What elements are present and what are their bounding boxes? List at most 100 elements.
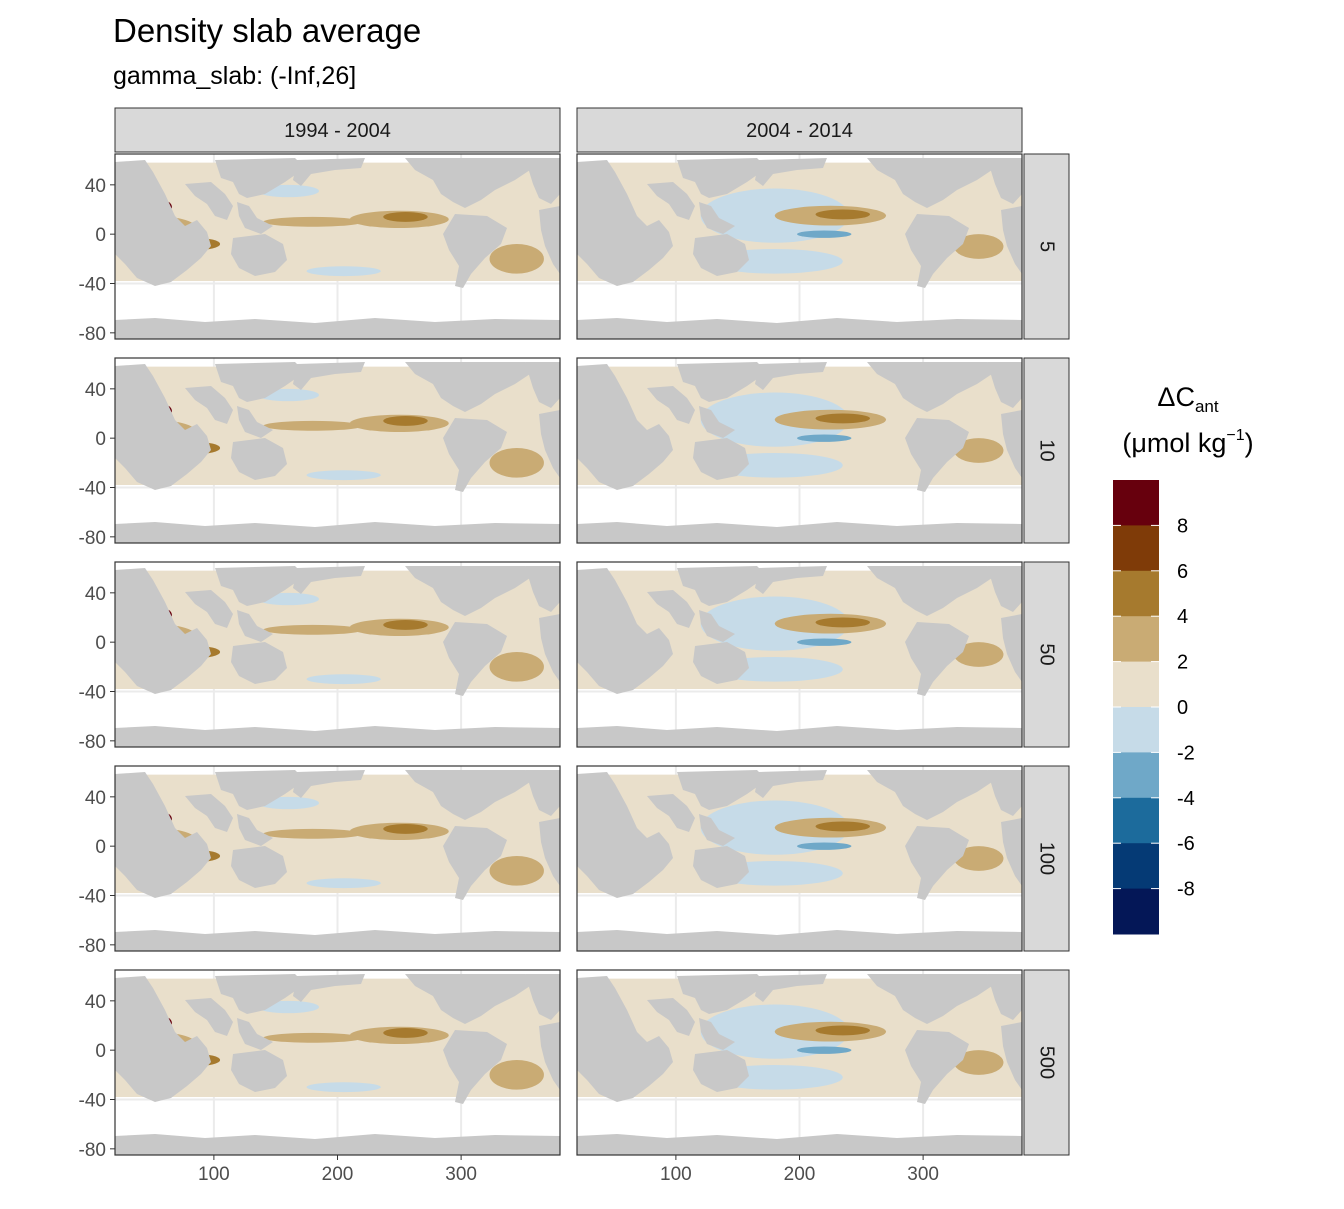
row-strip-label: 100 <box>1036 842 1058 875</box>
column-strip-0 <box>114 107 561 153</box>
field-patch <box>383 415 428 426</box>
legend-swatch <box>1113 797 1159 844</box>
y-tick-label: -80 <box>79 1140 106 1161</box>
row-strip-100 <box>1023 765 1070 952</box>
field-patch <box>306 878 381 889</box>
map-panel-10-0 <box>114 357 561 544</box>
row-strip-10 <box>1023 357 1070 544</box>
row-strip-5 <box>1023 153 1070 340</box>
y-tick-label: 40 <box>85 380 106 401</box>
page-subtitle: gamma_slab: (-Inf,26] <box>113 62 356 90</box>
field-patch <box>263 624 363 635</box>
row-strip-label: 5 <box>1036 241 1058 252</box>
field-patch <box>489 244 544 274</box>
y-tick-label: -40 <box>79 1091 106 1112</box>
legend-swatch <box>1113 616 1159 663</box>
field-patch <box>954 1050 1004 1075</box>
panel-border <box>576 153 1023 340</box>
legend-tick-label: 8 <box>1177 515 1188 537</box>
y-tick-label: 0 <box>95 429 106 450</box>
row-strip-label: 50 <box>1036 643 1058 665</box>
y-tick-label: -80 <box>79 528 106 549</box>
y-tick-label: -80 <box>79 936 106 957</box>
row-strip-label: 10 <box>1036 439 1058 461</box>
field-patch <box>383 823 428 834</box>
y-tick-label: 40 <box>85 992 106 1013</box>
x-tick-label: 100 <box>198 1164 230 1185</box>
legend-swatch <box>1113 707 1159 753</box>
panel-border <box>576 561 1023 748</box>
field-patch <box>489 448 544 478</box>
legend-swatch <box>1113 525 1159 572</box>
panel-border <box>576 357 1023 544</box>
panel-border <box>114 153 561 340</box>
y-tick-label: 40 <box>85 788 106 809</box>
field-patch <box>954 642 1004 667</box>
legend-unit: (μmol kg−1) <box>1122 427 1253 458</box>
y-tick-label: -80 <box>79 732 106 753</box>
map-panel-50-1 <box>576 561 1023 748</box>
row-strip-500 <box>1023 969 1070 1156</box>
y-tick-label: 40 <box>85 176 106 197</box>
row-strip-label: 500 <box>1036 1046 1058 1079</box>
field-patch <box>263 216 363 227</box>
legend-tick-label: 2 <box>1177 652 1188 674</box>
field-patch <box>815 1025 870 1036</box>
field-patch <box>815 617 870 628</box>
column-strip-label: 1994 - 2004 <box>284 120 391 142</box>
legend-tick-label: -4 <box>1177 788 1195 810</box>
y-tick-label: 40 <box>85 584 106 605</box>
field-patch <box>306 674 381 685</box>
field-patch <box>306 266 381 277</box>
field-patch <box>263 1032 363 1043</box>
y-tick-label: 0 <box>95 225 106 246</box>
field-patch <box>797 230 852 238</box>
y-tick-label: 0 <box>95 837 106 858</box>
field-patch <box>954 846 1004 871</box>
field-patch <box>954 438 1004 463</box>
field-patch <box>383 1027 428 1038</box>
field-patch <box>797 842 852 850</box>
map-panel-100-0 <box>114 765 561 952</box>
field-patch <box>954 234 1004 259</box>
y-tick-label: -40 <box>79 479 106 500</box>
map-panel-500-1 <box>576 969 1023 1156</box>
page-title: Density slab average <box>113 12 421 49</box>
y-tick-label: -40 <box>79 683 106 704</box>
column-strip-1 <box>576 107 1023 153</box>
x-tick-label: 100 <box>660 1164 692 1185</box>
field-patch <box>263 420 363 431</box>
field-patch <box>797 638 852 646</box>
y-tick-label: 0 <box>95 633 106 654</box>
field-patch <box>797 1046 852 1054</box>
legend-swatch <box>1113 752 1159 799</box>
legend-tick-label: 4 <box>1177 606 1188 628</box>
y-tick-label: 0 <box>95 1041 106 1062</box>
map-panel-100-1 <box>576 765 1023 952</box>
column-strip-label: 2004 - 2014 <box>746 120 853 142</box>
field-patch <box>797 434 852 442</box>
legend-tick-label: 6 <box>1177 561 1188 583</box>
legend-swatch <box>1113 843 1159 890</box>
map-panel-500-0 <box>114 969 561 1156</box>
panel-border <box>114 561 561 748</box>
legend-tick-label: -6 <box>1177 833 1195 855</box>
map-panel-10-1 <box>576 357 1023 544</box>
y-tick-label: -40 <box>79 887 106 908</box>
legend-tick-label: -2 <box>1177 742 1195 764</box>
y-tick-label: -80 <box>79 324 106 345</box>
field-patch <box>489 856 544 886</box>
field-patch <box>815 209 870 220</box>
map-panel-5-1 <box>576 153 1023 340</box>
x-tick-label: 200 <box>784 1164 816 1185</box>
field-patch <box>489 652 544 682</box>
field-patch <box>489 1060 544 1090</box>
x-tick-label: 200 <box>322 1164 354 1185</box>
legend-swatch <box>1113 661 1159 708</box>
field-patch <box>306 1082 381 1093</box>
field-patch <box>815 821 870 832</box>
legend-title: ΔCant <box>1157 382 1218 416</box>
legend-swatch <box>1113 480 1159 526</box>
y-tick-label: -40 <box>79 275 106 296</box>
